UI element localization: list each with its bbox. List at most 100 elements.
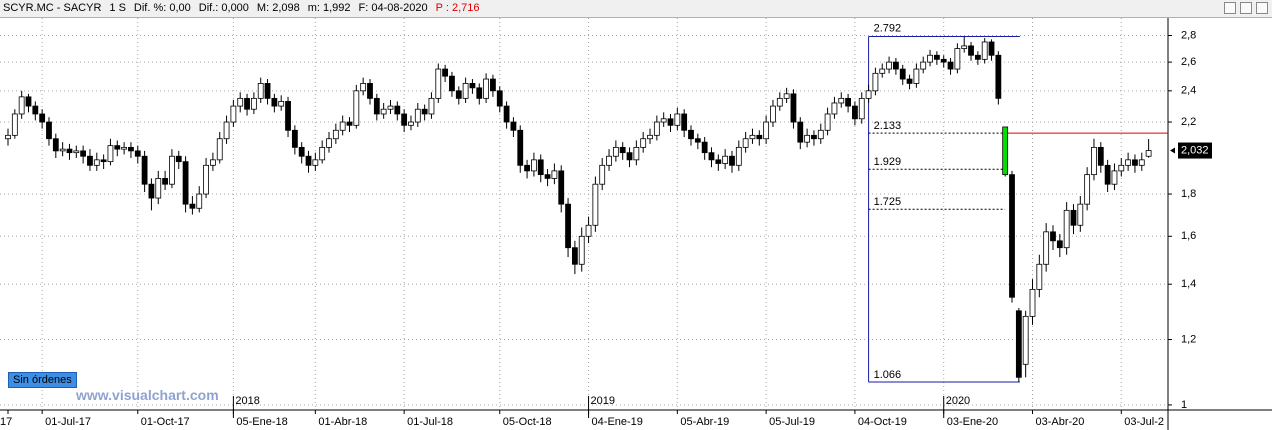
candle-body <box>790 93 797 123</box>
year-label: 2020 <box>946 395 970 407</box>
candle-body <box>169 155 175 185</box>
candle-body <box>73 150 80 154</box>
candle-body <box>558 170 565 205</box>
candle-body <box>708 152 715 161</box>
candle-body <box>565 203 571 249</box>
candle-body <box>756 134 763 140</box>
candle-body <box>442 68 449 77</box>
x-tick-label: 04-Ene-19 <box>592 416 643 428</box>
close-button[interactable] <box>1256 2 1268 14</box>
candle-body <box>1002 126 1009 176</box>
candle-body <box>1015 310 1022 378</box>
candle-body <box>729 155 735 166</box>
candle-body <box>39 113 46 123</box>
candle-body <box>346 121 353 126</box>
y-tick-label: 1,2 <box>1181 333 1196 345</box>
candle-body <box>954 48 961 70</box>
candle-body <box>831 102 838 115</box>
candle-body <box>1036 263 1043 290</box>
candle-body <box>469 83 476 89</box>
candle-body <box>817 129 824 140</box>
symbol: SCYR.MC - SACYR <box>3 2 102 14</box>
candle-body <box>1022 315 1029 365</box>
candle-body <box>141 155 148 185</box>
candle-body <box>865 90 872 99</box>
candle-body <box>1084 174 1091 205</box>
candle-body <box>11 113 18 136</box>
candle-body <box>483 78 490 99</box>
candle-body <box>121 146 128 150</box>
minimize-button[interactable] <box>1224 2 1236 14</box>
candle-body <box>660 118 667 123</box>
x-tick-label: 05-Ene-18 <box>236 416 287 428</box>
y-tick-label: 2,8 <box>1181 29 1196 41</box>
candle-body <box>510 121 517 131</box>
candle-body <box>298 146 305 157</box>
candle-body <box>52 138 59 152</box>
maximize-button[interactable] <box>1240 2 1252 14</box>
last-price-box <box>1178 142 1212 159</box>
candle-body <box>244 97 250 110</box>
candle-body <box>995 54 1002 99</box>
dif: Dif.: 0,000 <box>198 2 249 14</box>
candle-body <box>87 155 93 166</box>
candle-body <box>1050 231 1056 242</box>
candle-body <box>264 83 271 99</box>
x-tick-label: 03-Ene-20 <box>947 416 998 428</box>
candle-body <box>927 54 933 63</box>
candle-body <box>107 145 114 163</box>
y-tick-label: 2,2 <box>1181 116 1196 128</box>
candle-body <box>852 105 858 120</box>
candle-body <box>387 105 394 110</box>
dif-pct: Dif. %: 0,00 <box>133 2 191 14</box>
candle-body <box>230 105 237 123</box>
candle-body <box>360 83 367 92</box>
x-tick-label: 03-Abr-20 <box>1036 416 1085 428</box>
y-tick-label: 1,6 <box>1181 230 1196 242</box>
candle-body <box>681 113 688 131</box>
x-tick-label: 03-Jul-2 <box>1124 416 1164 428</box>
candle-body <box>1070 209 1077 226</box>
candle-body <box>688 129 694 140</box>
y-tick-label: 1,4 <box>1181 278 1196 290</box>
candle-body <box>490 78 496 92</box>
candle-body <box>305 155 312 166</box>
candle-body <box>257 83 264 99</box>
candle-body <box>114 145 121 150</box>
x-tick-label: 01-Abr-18 <box>318 416 367 428</box>
candle-body <box>428 97 435 115</box>
candle-body <box>1132 159 1138 166</box>
candle-body <box>237 97 244 107</box>
candle-body <box>250 97 257 110</box>
candle-body <box>811 134 817 140</box>
candle-body <box>435 68 442 99</box>
candle-body <box>80 150 87 157</box>
candle-body <box>319 146 326 161</box>
fib-label: 1.929 <box>874 156 902 168</box>
candle-body <box>667 118 674 126</box>
candle-body <box>797 121 804 143</box>
candle-body <box>496 90 503 107</box>
candle-body <box>585 224 592 237</box>
y-tick-label: 1 <box>1181 399 1187 411</box>
candle-body <box>380 108 387 115</box>
candle-body <box>551 170 558 179</box>
status-badge[interactable]: Sin órdenes <box>8 372 77 388</box>
candle-body <box>189 203 196 209</box>
candle-body <box>770 105 776 123</box>
candle-body <box>148 183 155 199</box>
candle-body <box>599 164 606 185</box>
header-bar: SCYR.MC - SACYR 1 S Dif. %: 0,00 Dif.: 0… <box>0 0 1272 18</box>
candle-body <box>278 101 285 107</box>
candle-body <box>893 61 899 70</box>
candle-body <box>312 159 319 166</box>
candle-body <box>5 134 11 140</box>
candle-body <box>940 58 947 63</box>
candle-body <box>988 41 995 56</box>
candle-body <box>196 193 203 209</box>
year-label: 2018 <box>235 395 259 407</box>
candle-body <box>647 134 653 140</box>
year-label: 2019 <box>591 395 615 407</box>
candle-body <box>776 97 783 107</box>
